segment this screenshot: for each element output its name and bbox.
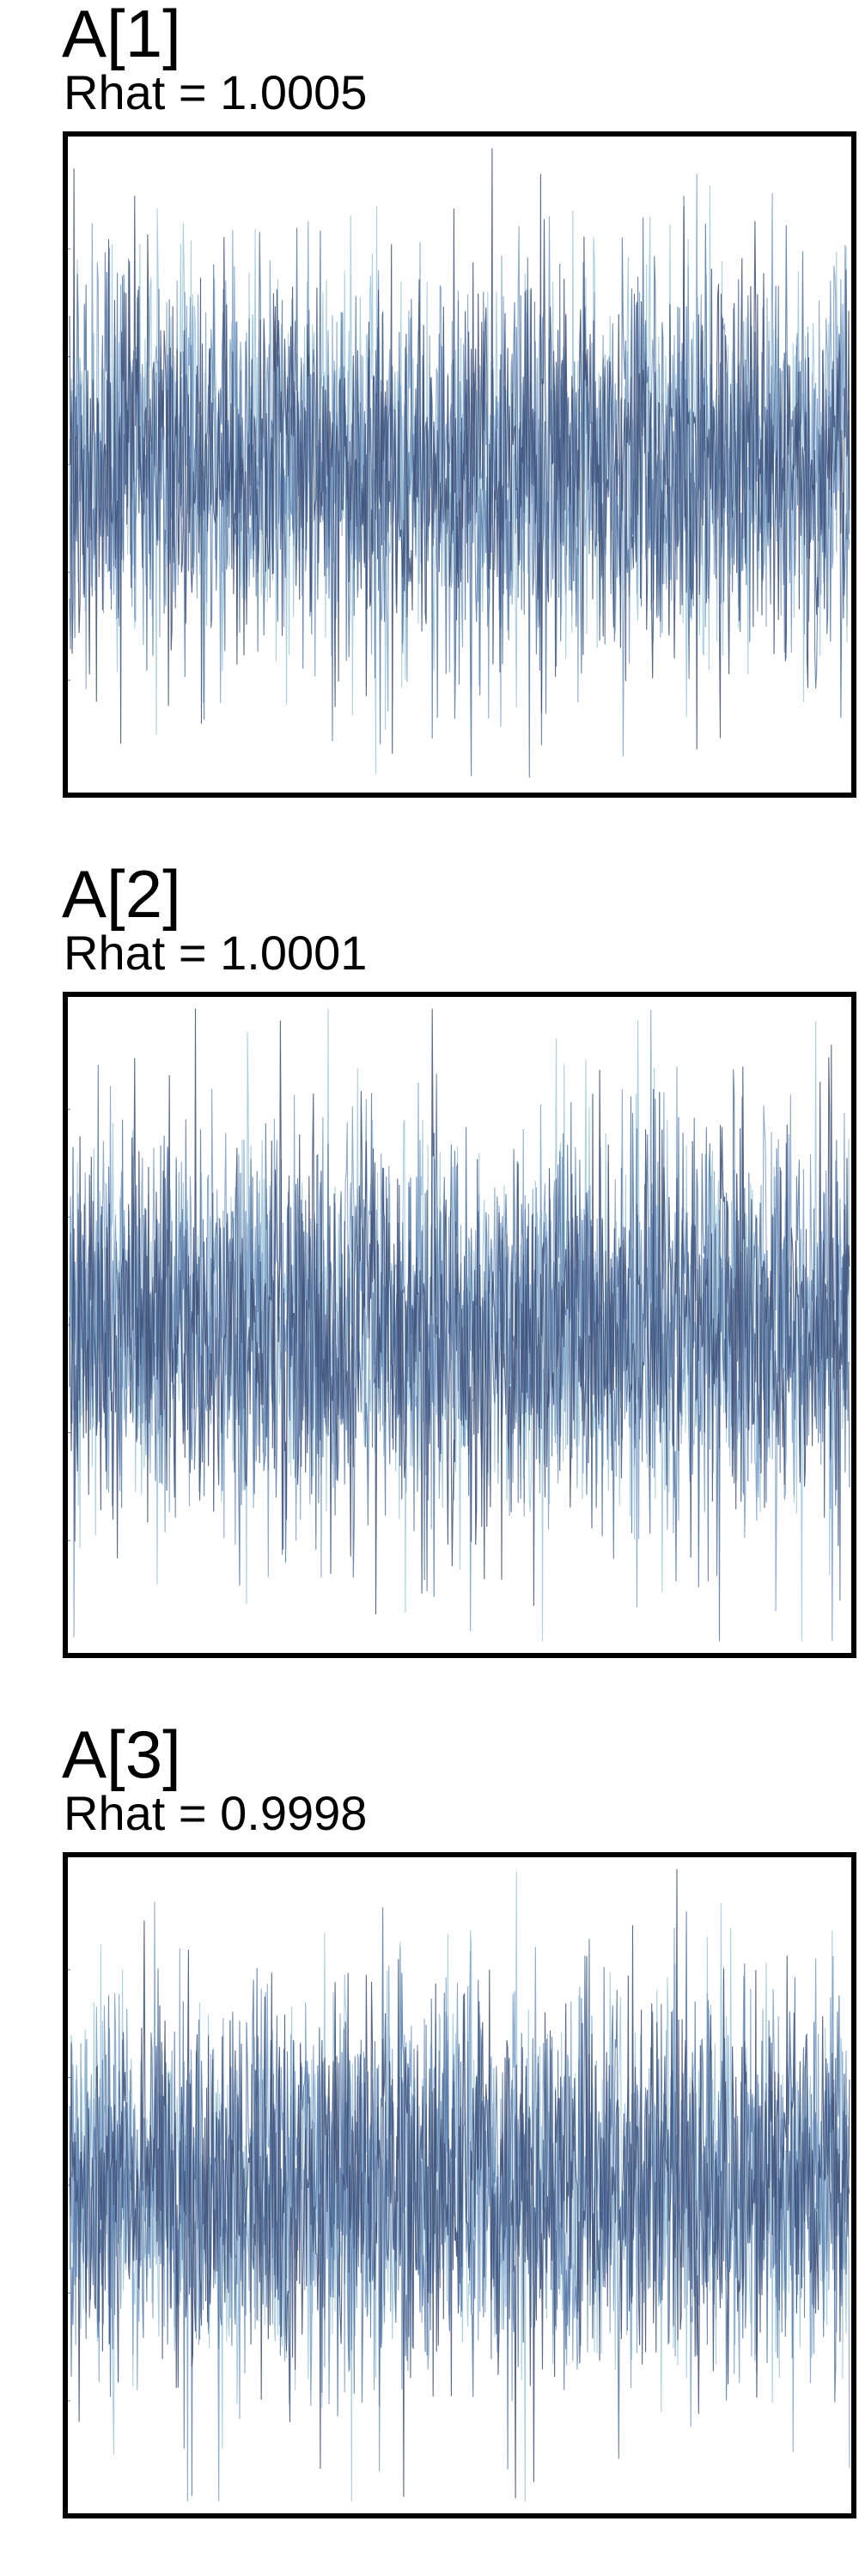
rhat-label: Rhat = 1.0001 — [64, 926, 368, 980]
plot-frame — [63, 992, 856, 1658]
chain-4-trace — [69, 1868, 850, 2499]
chain-4-trace — [69, 1008, 850, 1615]
trace-plot — [63, 131, 856, 798]
panel-title: A[1] — [62, 0, 181, 71]
trace-plot — [63, 992, 856, 1658]
plot-frame — [63, 1852, 856, 2518]
panel-title: A[2] — [62, 856, 181, 932]
rhat-label: Rhat = 1.0005 — [64, 65, 368, 119]
rhat-label: Rhat = 0.9998 — [64, 1786, 368, 1840]
chain-4-trace — [69, 148, 850, 754]
trace-plot — [63, 1852, 856, 2518]
panel-title: A[3] — [62, 1716, 181, 1792]
chain-3-trace — [69, 195, 850, 778]
plot-frame — [63, 131, 856, 798]
